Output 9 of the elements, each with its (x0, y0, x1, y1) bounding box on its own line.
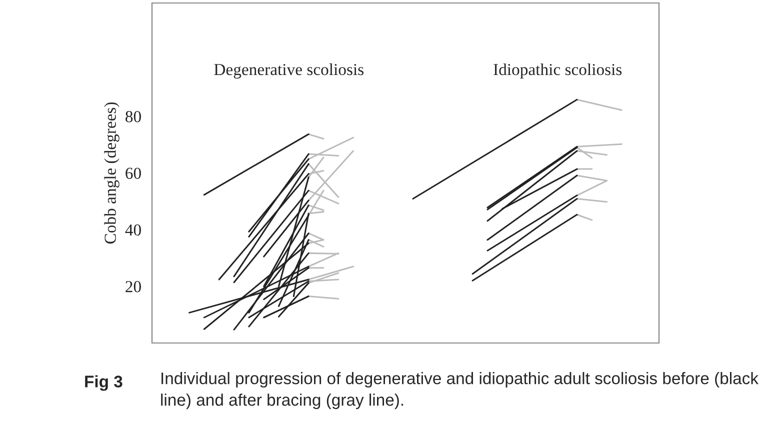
y-axis-title: Cobb angle (degrees) (104, 102, 120, 244)
y-tick-label: 80 (126, 111, 141, 122)
y-tick-label: 40 (125, 224, 141, 236)
y-tick-label: 60 (126, 168, 141, 179)
text: Individual progression of degenerative and idiopathic adult scoliosis before (black line) and after bracing (gray line). (161, 372, 759, 410)
caption: Fig 3 (85, 375, 122, 391)
annotation: Idiopathic scoliosis (494, 63, 622, 79)
annotation: Degenerative scoliosis (214, 63, 364, 79)
y-tick-label: 20 (126, 281, 141, 292)
